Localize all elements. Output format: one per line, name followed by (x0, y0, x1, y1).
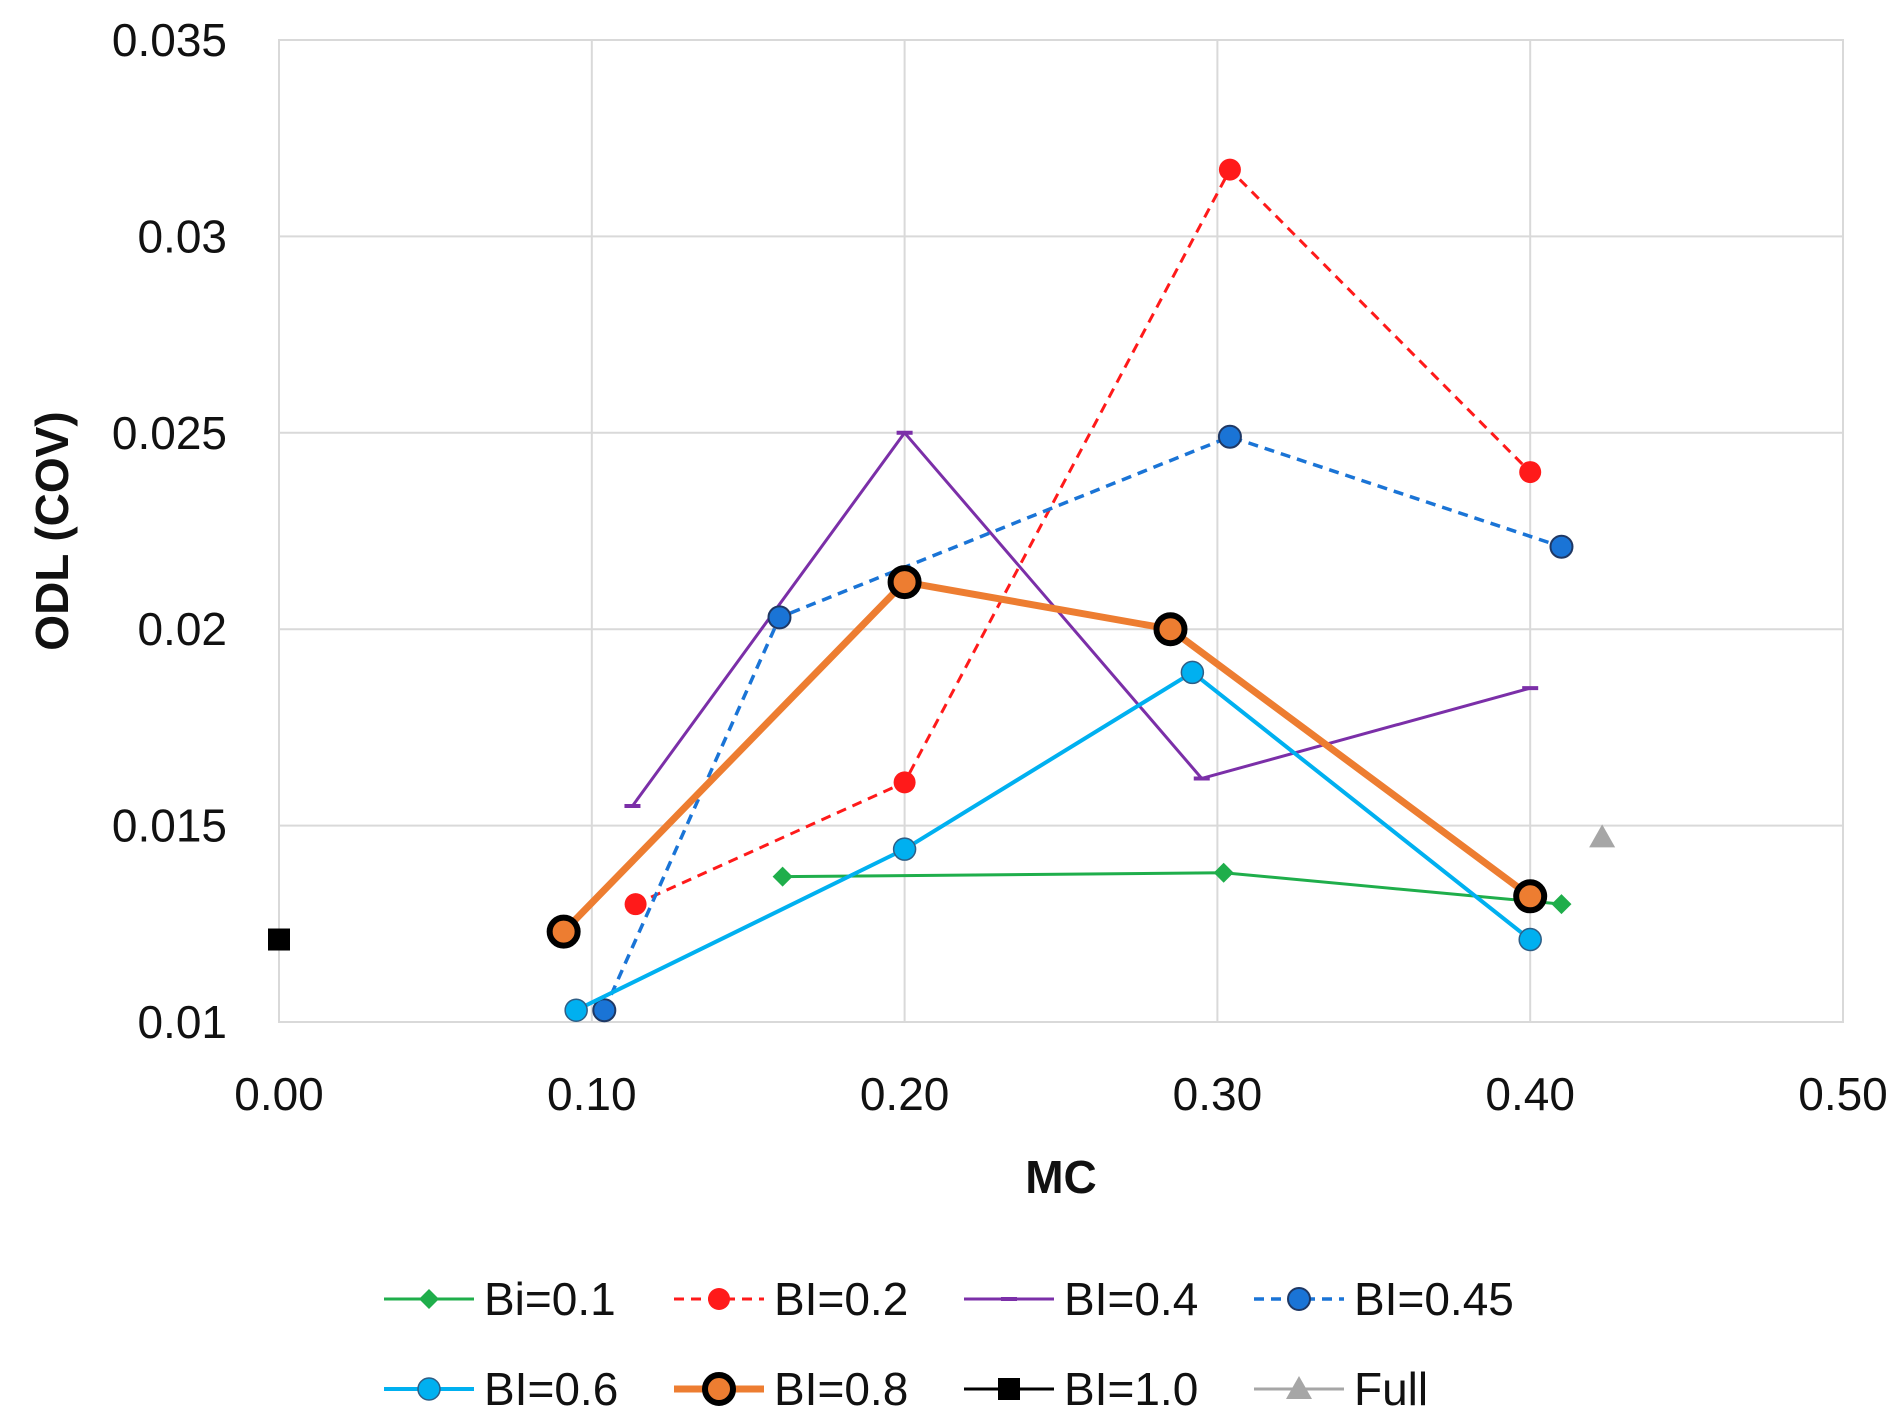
data-point (1589, 824, 1616, 848)
y-tick-label: 0.015 (112, 800, 227, 852)
data-point (772, 866, 793, 887)
data-point (1217, 424, 1242, 449)
gridlines (279, 40, 1843, 1022)
legend-marker (702, 1372, 736, 1406)
legend-item-bi-1-0: BI=1.0 (964, 1363, 1198, 1415)
x-axis-title: MC (1025, 1151, 1097, 1203)
series-bi-0-1 (772, 862, 1572, 915)
data-point (1180, 660, 1205, 685)
x-tick-label: 0.00 (234, 1068, 324, 1120)
legend-label: BI=1.0 (1064, 1363, 1198, 1415)
data-point (767, 605, 792, 630)
legend-label: BI=0.45 (1354, 1273, 1514, 1325)
legend-label: Full (1354, 1363, 1428, 1415)
legend-label: BI=0.2 (774, 1273, 908, 1325)
legend-item-bi-0-1: Bi=0.1 (384, 1273, 616, 1325)
legend-marker (1286, 1376, 1312, 1399)
x-tick-label: 0.10 (547, 1068, 637, 1120)
data-point (1153, 612, 1188, 647)
legend-marker (419, 1289, 439, 1309)
legend-item-bi-0-6: BI=0.6 (384, 1363, 618, 1415)
data-point (1518, 927, 1542, 952)
data-point (546, 914, 581, 949)
y-axis-tick-labels: 0.01 0.015 0.02 0.025 0.03 0.035 (112, 14, 227, 1048)
data-point (1549, 534, 1574, 559)
series-bi-1-0 (268, 928, 290, 951)
series-layer (268, 158, 1616, 1023)
y-tick-label: 0.02 (137, 603, 227, 655)
data-point (564, 998, 588, 1022)
x-tick-label: 0.20 (860, 1068, 950, 1120)
series-full (1589, 824, 1616, 848)
data-point (1519, 461, 1542, 484)
legend-label: BI=0.6 (484, 1363, 618, 1415)
x-tick-label: 0.30 (1173, 1068, 1263, 1120)
data-point (1213, 862, 1234, 883)
y-axis-title: ODL (COV) (26, 411, 78, 650)
legend-label: BI=0.4 (1064, 1273, 1198, 1325)
data-point (1218, 158, 1241, 181)
x-tick-label: 0.40 (1485, 1068, 1575, 1120)
series-bi-0-6 (564, 660, 1542, 1022)
legend-marker (1287, 1287, 1311, 1311)
data-point (887, 565, 922, 600)
data-point (268, 928, 290, 951)
legend-marker (708, 1288, 730, 1310)
legend-item-full: Full (1254, 1363, 1428, 1415)
legend-item-bi-0-4: BI=0.4 (964, 1273, 1198, 1325)
y-tick-label: 0.01 (137, 996, 227, 1048)
y-tick-label: 0.035 (112, 14, 227, 66)
y-tick-label: 0.025 (112, 407, 227, 459)
legend-item-bi-0-8: BI=0.8 (674, 1363, 908, 1415)
x-tick-label: 0.50 (1798, 1068, 1888, 1120)
data-point (1513, 879, 1548, 914)
legend: Bi=0.1 BI=0.2 BI=0.4 BI=0.45 BI=0.6 BI=0.8 BI=… (384, 1273, 1514, 1415)
data-point (1551, 894, 1572, 915)
legend-marker (998, 1378, 1020, 1400)
legend-item-bi-0-2: BI=0.2 (674, 1273, 908, 1325)
legend-label: Bi=0.1 (484, 1273, 616, 1325)
series-line (602, 434, 1563, 1011)
data-point (893, 771, 916, 794)
data-point (592, 998, 617, 1023)
series-bi-0-8 (546, 565, 1548, 949)
plot-area-frame (278, 39, 1844, 1023)
series-line (561, 578, 1533, 935)
legend-marker (417, 1377, 441, 1401)
data-point (892, 837, 917, 861)
series-bi-0-2 (624, 158, 1542, 916)
series-bi-0-45 (592, 424, 1574, 1023)
legend-item-bi-0-45: BI=0.45 (1254, 1273, 1514, 1325)
series-line (575, 670, 1532, 1013)
y-tick-label: 0.03 (137, 210, 227, 262)
legend-label: BI=0.8 (774, 1363, 908, 1415)
x-axis-tick-labels: 0.00 0.10 0.20 0.30 0.40 0.50 (234, 1068, 1888, 1120)
data-point (624, 893, 647, 916)
